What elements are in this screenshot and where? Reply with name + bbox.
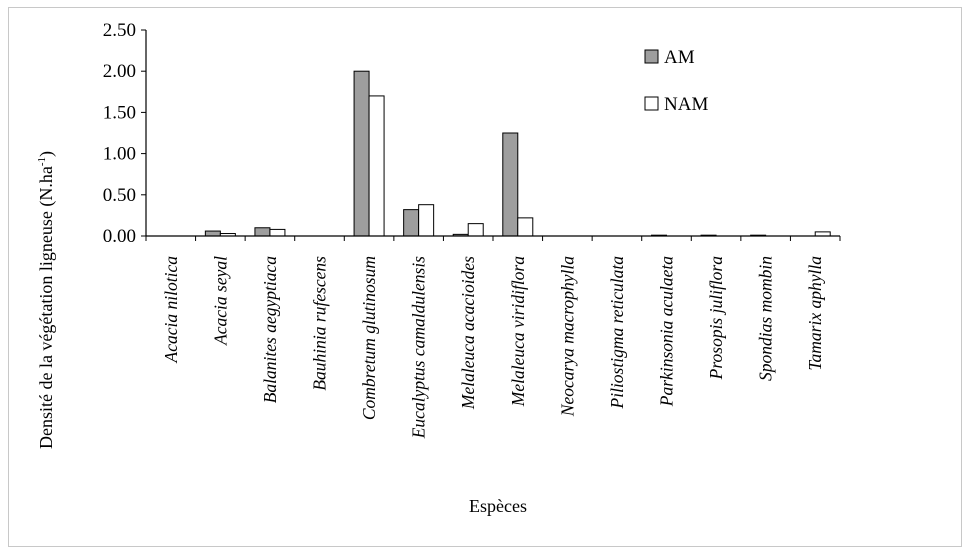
legend-swatch-am bbox=[644, 49, 659, 64]
bar-am bbox=[204, 230, 221, 237]
y-tick-label: 1.00 bbox=[103, 144, 136, 165]
bar-am bbox=[254, 227, 271, 237]
bar-chart: 0.00 0.50 1.00 1.50 2.00 2.50 Acacia nilotica… bbox=[36, 20, 841, 516]
x-tick-label: Piliostigma reticulata bbox=[607, 256, 627, 410]
bar-nam bbox=[814, 231, 831, 237]
x-tick-label: Acacia seyal bbox=[210, 256, 230, 346]
x-tick-label: Prosopis juliflora bbox=[706, 256, 726, 381]
y-axis-title-main: Densité de la végétation ligneuse (N.ha bbox=[36, 166, 57, 449]
x-tick-label: Melaleuca viridiflora bbox=[508, 256, 528, 407]
x-tick-label: Melaleuca acacioides bbox=[458, 256, 478, 410]
x-tick-label: Tamarix aphylla bbox=[805, 256, 825, 371]
x-axis-ticks: Acacia nilotica Acacia seyal Balanites aeg… bbox=[145, 236, 841, 439]
bar-nam bbox=[368, 95, 385, 237]
x-tick-label: Eucalyptus camaldulensis bbox=[409, 256, 429, 439]
legend-label-nam: NAM bbox=[664, 94, 708, 115]
x-tick-label: Balanites aegyptiaca bbox=[260, 256, 280, 404]
bar-am bbox=[403, 209, 420, 237]
y-tick-label: 0.00 bbox=[103, 226, 136, 247]
y-tick-label: 0.50 bbox=[103, 185, 136, 206]
y-axis-title: Densité de la végétation ligneuse (N.ha-… bbox=[36, 151, 57, 449]
bars-group bbox=[204, 70, 831, 237]
legend-swatch-nam bbox=[644, 96, 659, 111]
bar-nam bbox=[467, 223, 484, 237]
x-tick-label: Bauhinia rufescens bbox=[310, 256, 330, 391]
bar-nam bbox=[269, 228, 286, 237]
bar-nam bbox=[418, 204, 435, 237]
bar-nam bbox=[517, 217, 534, 237]
x-tick-label: Acacia nilotica bbox=[161, 256, 181, 364]
x-axis-title: Espèces bbox=[469, 496, 527, 516]
x-tick-label: Neocarya macrophylla bbox=[557, 256, 577, 417]
bar-am bbox=[353, 70, 370, 237]
y-tick-label: 2.50 bbox=[103, 20, 136, 41]
legend-label-am: AM bbox=[664, 47, 695, 68]
y-axis-ticks: 0.00 0.50 1.00 1.50 2.00 2.50 bbox=[103, 20, 146, 247]
y-tick-label: 1.50 bbox=[103, 102, 136, 123]
y-axis-title-sup: -1 bbox=[36, 157, 48, 166]
y-axis-title-end: ) bbox=[36, 151, 57, 157]
legend: AM NAM bbox=[644, 47, 708, 115]
x-tick-label: Parkinsonia aculaeta bbox=[657, 256, 677, 407]
x-tick-label: Combretum glutinosum bbox=[359, 256, 379, 420]
x-tick-label: Spondias mombin bbox=[756, 256, 776, 381]
bar-am bbox=[502, 132, 519, 237]
y-tick-label: 2.00 bbox=[103, 61, 136, 82]
